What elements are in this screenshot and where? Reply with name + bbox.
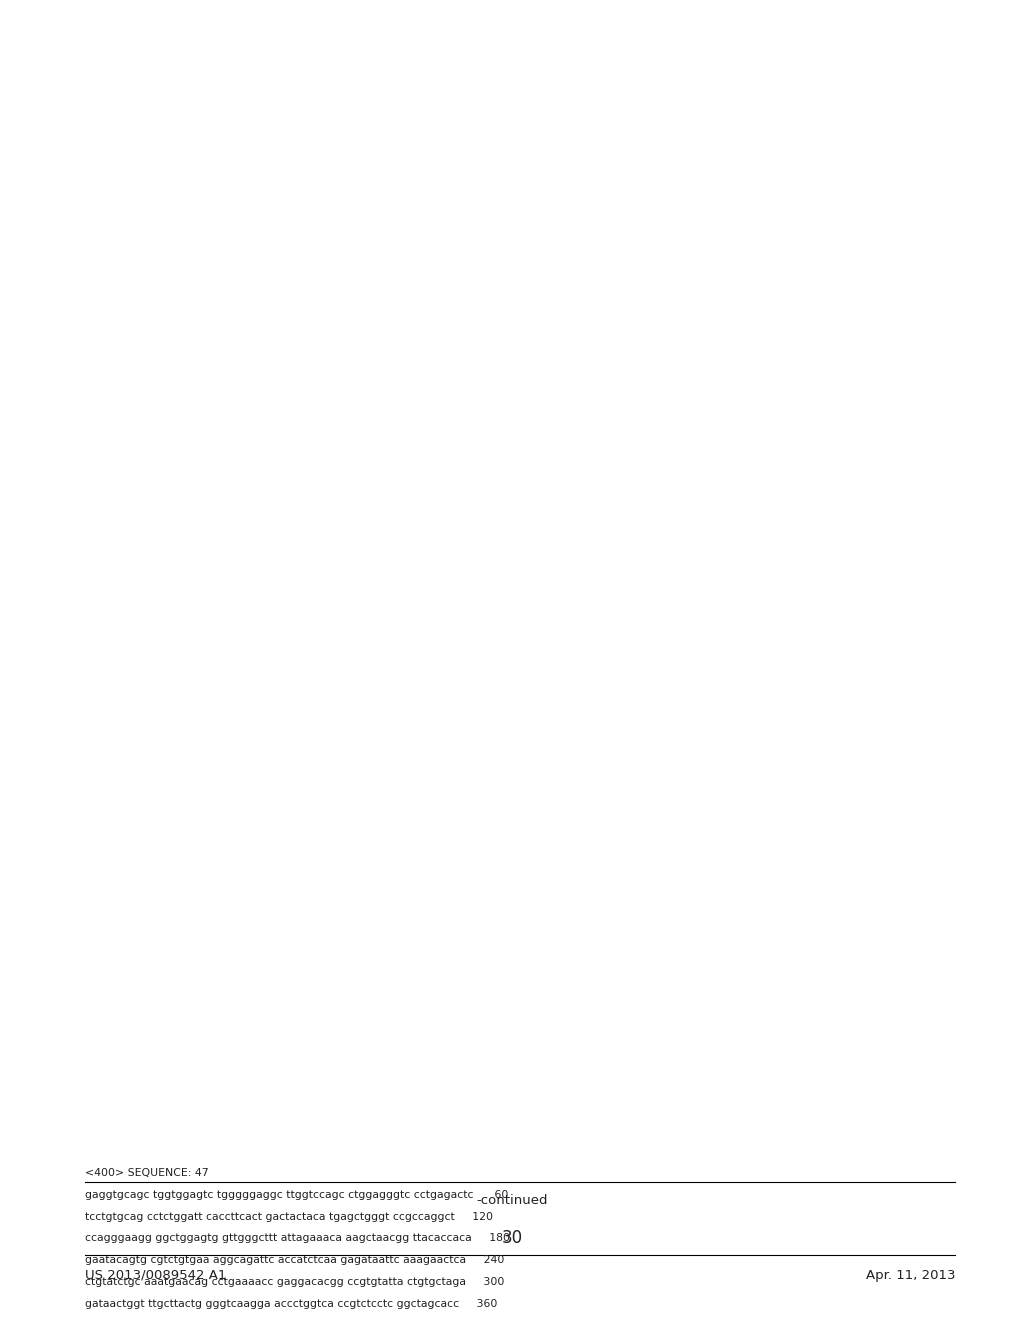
Text: Apr. 11, 2013: Apr. 11, 2013 (865, 1269, 955, 1282)
Text: <400> SEQUENCE: 47: <400> SEQUENCE: 47 (85, 1168, 209, 1177)
Text: ctgtatctgc aaatgaacag cctgaaaacc gaggacacgg ccgtgtatta ctgtgctaga     300: ctgtatctgc aaatgaacag cctgaaaacc gaggaca… (85, 1276, 505, 1287)
Text: gataactggt ttgcttactg gggtcaagga accctggtca ccgtctcctc ggctagcacc     360: gataactggt ttgcttactg gggtcaagga accctgg… (85, 1299, 498, 1309)
Text: -continued: -continued (476, 1193, 548, 1206)
Text: gaatacagtg cgtctgtgaa aggcagattc accatctcaa gagataattc aaagaactca     240: gaatacagtg cgtctgtgaa aggcagattc accatct… (85, 1255, 505, 1265)
Text: 30: 30 (502, 1229, 522, 1247)
Text: ccagggaagg ggctggagtg gttgggcttt attagaaaca aagctaacgg ttacaccaca     180: ccagggaagg ggctggagtg gttgggcttt attagaa… (85, 1233, 510, 1243)
Text: gaggtgcagc tggtggagtc tgggggaggc ttggtccagc ctggagggtc cctgagactc      60: gaggtgcagc tggtggagtc tgggggaggc ttggtcc… (85, 1189, 508, 1200)
Text: tcctgtgcag cctctggatt caccttcact gactactaca tgagctgggt ccgccaggct     120: tcctgtgcag cctctggatt caccttcact gactact… (85, 1212, 493, 1221)
Text: US 2013/0089542 A1: US 2013/0089542 A1 (85, 1269, 226, 1282)
